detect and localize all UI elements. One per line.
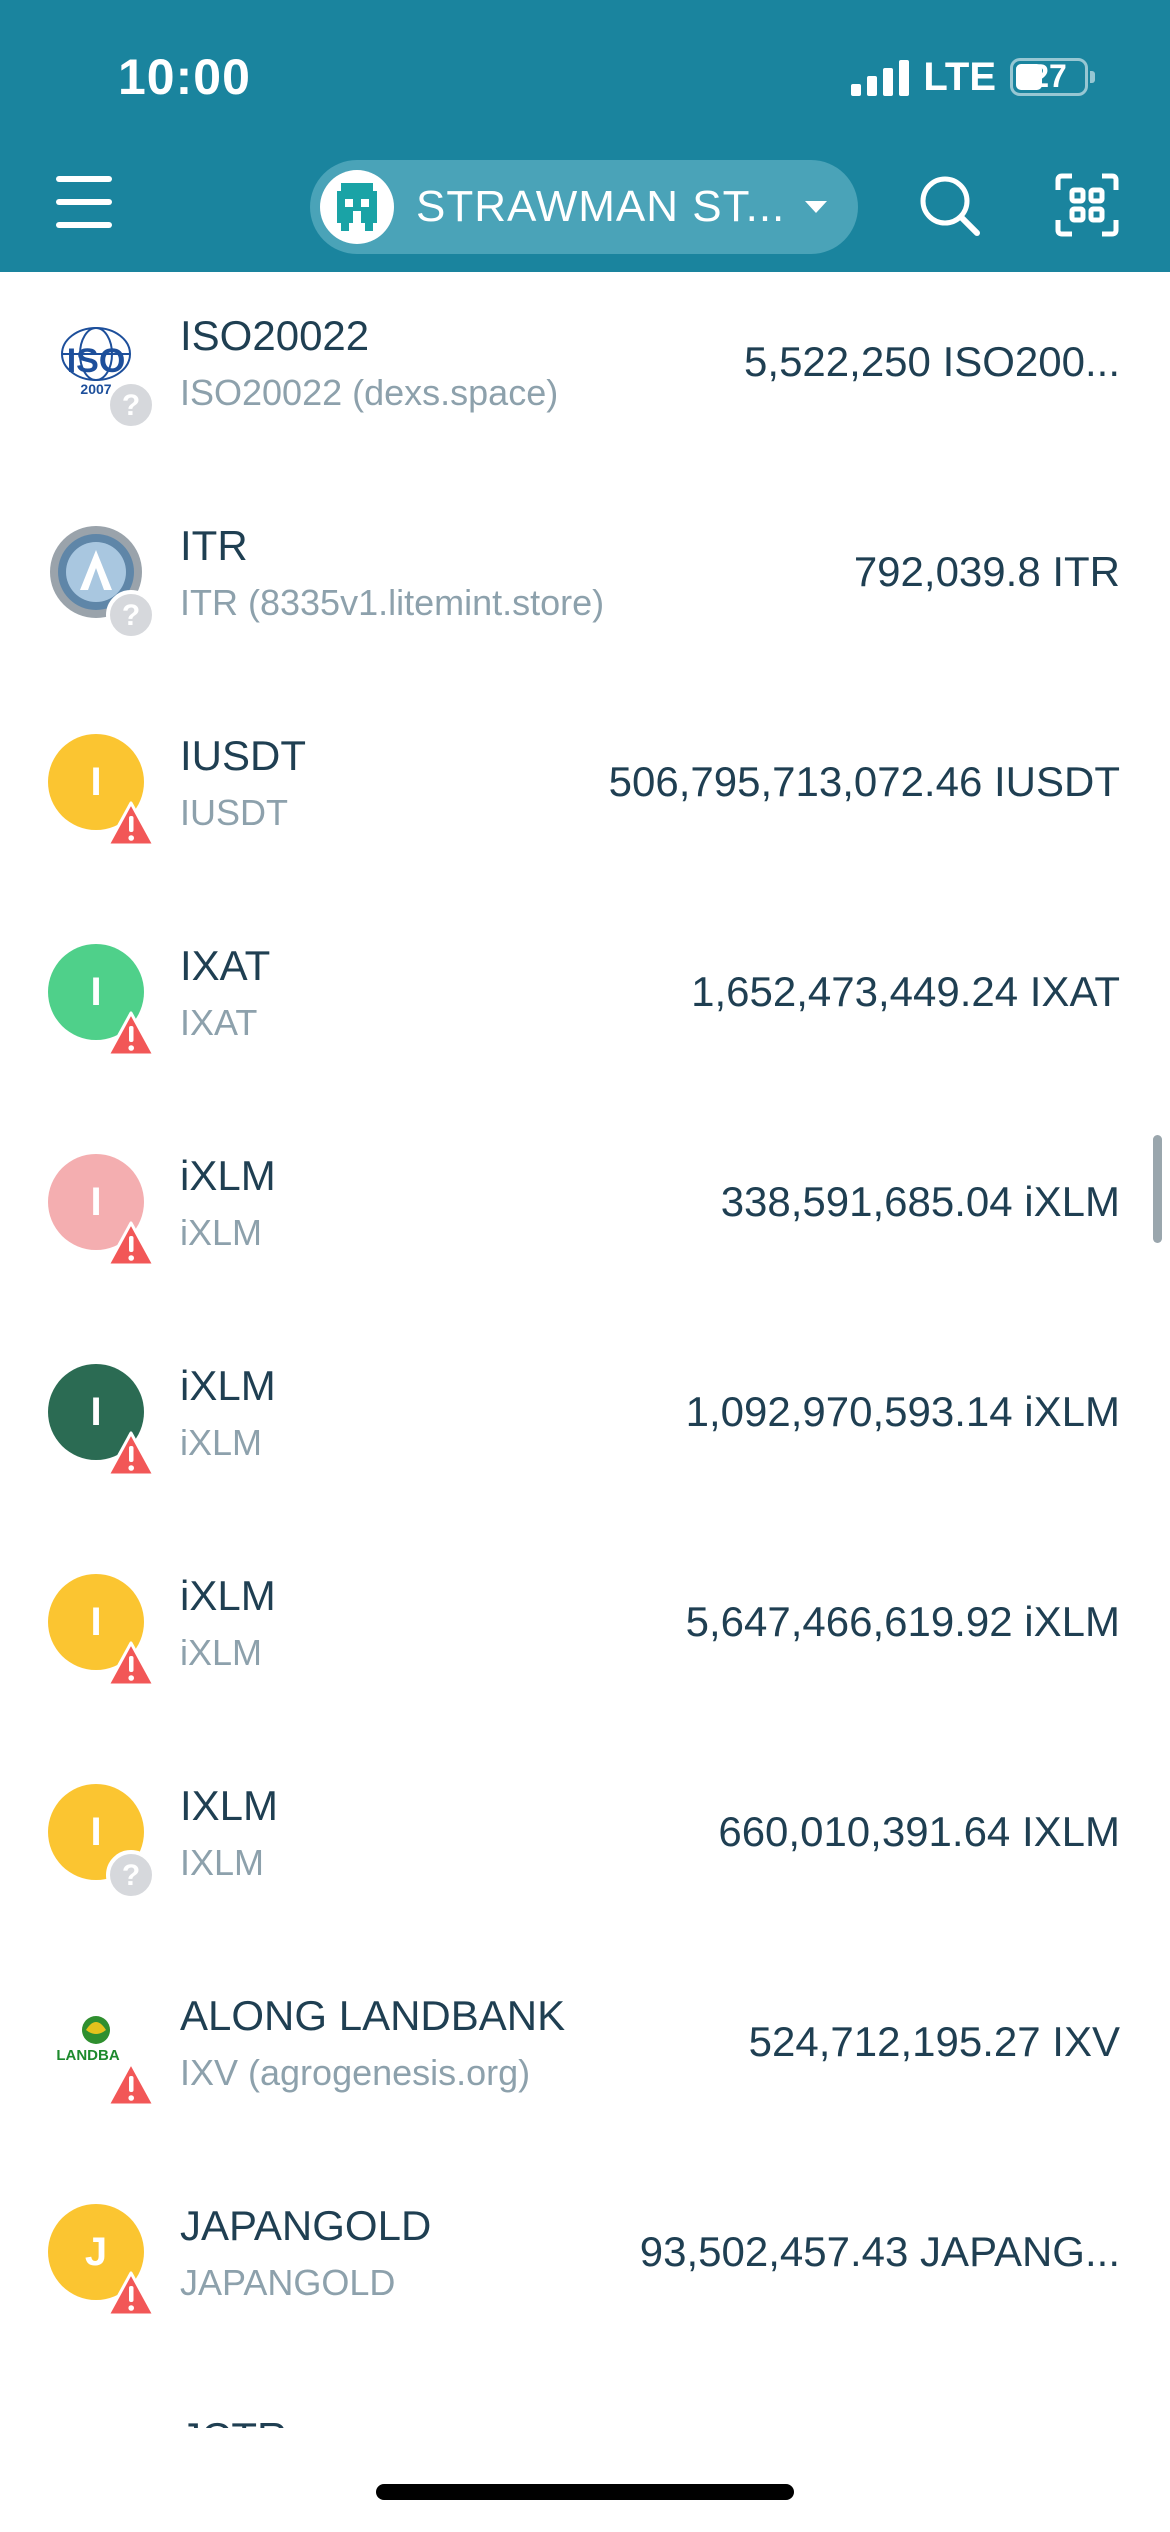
warning-icon (106, 2270, 156, 2320)
asset-icon-letter: I (90, 1179, 102, 1224)
asset-issuer: ISO20022 (dexs.space) (180, 372, 559, 413)
landbank-logo-icon: LANDBA (48, 1994, 144, 2090)
asset-code: IXLM (180, 1782, 279, 1829)
app-header: 10:00 LTE 27 STRAWMAN ST... (0, 0, 1170, 272)
asset-balance: 93,502,457.43 JAPANG... (639, 2228, 1120, 2275)
unknown-issuer-icon: ? (106, 590, 156, 640)
unknown-issuer-icon: ? (106, 380, 156, 430)
asset-balance: 1,652,473,449.24 IXAT (691, 968, 1120, 1015)
asset-row[interactable]: J JAPANGOLD JAPANGOLD 93,502,457.43 JAPANG.… (0, 2162, 1170, 2372)
asset-letter-icon: I (48, 1574, 144, 1670)
asset-row[interactable]: I IXAT IXAT 1,652,473,449.24 IXAT (0, 902, 1170, 1112)
asset-code: ALONG LANDBANK (180, 1992, 566, 2039)
svg-text:?: ? (122, 389, 140, 422)
iso-logo-text: ISO (67, 342, 126, 380)
asset-row[interactable]: LANDBA ALONG LANDBANK IXV (agrogenesis.org… (0, 1952, 1170, 2162)
asset-balance: 5,522,250 ISO200... (744, 338, 1120, 385)
asset-code: ITR (180, 522, 248, 569)
battery-icon: 27 (1010, 58, 1095, 96)
asset-balance: 524,712,195.27 IXV (748, 2018, 1120, 2065)
signal-icon (851, 58, 910, 96)
asset-code: iXLM (180, 1152, 276, 1199)
wallet-name: STRAWMAN ST... (416, 182, 786, 231)
hamburger-icon[interactable] (56, 176, 112, 228)
battery-level: 27 (1031, 58, 1067, 94)
asset-balance: 1,092,970,593.14 iXLM (685, 1388, 1120, 1435)
warning-icon (106, 1640, 156, 1690)
partial-asset-code: JCTR (180, 2408, 287, 2428)
asset-balance: 792,039.8 ITR (853, 548, 1120, 595)
svg-text:?: ? (122, 1859, 140, 1892)
asset-issuer: IXAT (180, 1002, 258, 1043)
asset-letter-icon: J (48, 2204, 144, 2300)
qr-scan-icon[interactable] (1054, 172, 1120, 238)
asset-icon-letter: I (90, 1809, 102, 1854)
asset-code: IUSDT (180, 732, 306, 779)
network-type: LTE (923, 54, 996, 99)
asset-row[interactable]: I? IXLM IXLM 660,010,391.64 IXLM (0, 1742, 1170, 1952)
asset-balance: 5,647,466,619.92 iXLM (685, 1598, 1120, 1645)
chevron-down-icon (805, 201, 828, 213)
warning-icon (106, 2060, 156, 2110)
asset-row[interactable]: I IUSDT IUSDT 506,795,713,072.46 IUSDT (0, 692, 1170, 902)
unknown-issuer-icon: ? (106, 1850, 156, 1900)
landbank-logo-text: LANDBA (56, 2047, 119, 2064)
warning-icon (106, 1430, 156, 1480)
status-indicators: LTE 27 (851, 52, 1095, 102)
asset-issuer: JAPANGOLD (180, 2262, 396, 2303)
asset-code: iXLM (180, 1362, 276, 1409)
bottom-area (0, 2428, 1170, 2532)
iso-logo-year: 2007 (80, 381, 111, 397)
asset-list: ISO 2007? ISO20022 ISO20022 (dexs.space) 5,5… (0, 272, 1170, 2372)
search-icon[interactable] (916, 172, 982, 238)
asset-code: JAPANGOLD (180, 2202, 432, 2249)
asset-icon-letter: I (90, 1389, 102, 1434)
asset-balance: 338,591,685.04 iXLM (720, 1178, 1120, 1225)
asset-issuer: ITR (8335v1.litemint.store) (180, 582, 605, 623)
asset-issuer: IXLM (180, 1842, 265, 1883)
asset-icon-letter: I (90, 969, 102, 1014)
asset-icon-letter: J (84, 2229, 108, 2274)
home-indicator[interactable] (376, 2484, 794, 2500)
warning-icon (106, 1220, 156, 1270)
asset-code: iXLM (180, 1572, 276, 1619)
wallet-avatar-icon (320, 170, 394, 244)
asset-issuer: iXLM (180, 1212, 263, 1253)
asset-icon-letter: I (90, 759, 102, 804)
asset-issuer: iXLM (180, 1632, 263, 1673)
asset-code: ISO20022 (180, 312, 370, 359)
asset-issuer: IXV (agrogenesis.org) (180, 2052, 531, 2093)
asset-code: IXAT (180, 942, 271, 989)
scrollbar[interactable] (1153, 1135, 1162, 1243)
warning-icon (106, 1010, 156, 1060)
asset-row[interactable]: ISO 2007? ISO20022 ISO20022 (dexs.space) 5,5… (0, 272, 1170, 482)
asset-issuer: iXLM (180, 1422, 263, 1463)
iso-logo-icon: ISO 2007 (48, 314, 144, 410)
asset-issuer: IUSDT (180, 792, 288, 833)
itr-logo-icon (48, 524, 144, 620)
asset-balance: 660,010,391.64 IXLM (718, 1808, 1120, 1855)
wallet-selector[interactable]: STRAWMAN ST... (310, 160, 858, 254)
warning-icon (106, 800, 156, 850)
svg-text:?: ? (122, 599, 140, 632)
asset-row[interactable]: ? ITR ITR (8335v1.litemint.store) 792,039.8… (0, 482, 1170, 692)
status-time: 10:00 (118, 49, 251, 105)
asset-balance: 506,795,713,072.46 IUSDT (608, 758, 1120, 805)
asset-icon-letter: I (90, 1599, 102, 1644)
